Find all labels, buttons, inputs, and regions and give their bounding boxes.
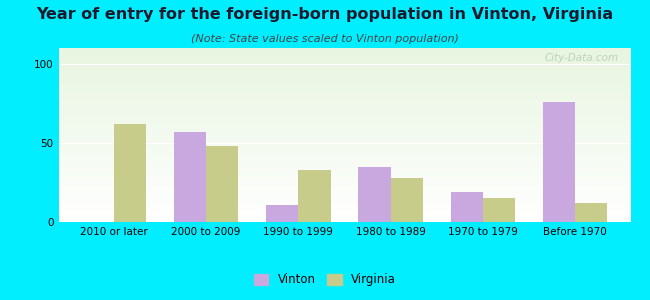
Legend: Vinton, Virginia: Vinton, Virginia (250, 269, 400, 291)
Bar (358, 167, 391, 222)
Bar (450, 192, 483, 222)
Text: City-Data.com: City-Data.com (545, 53, 619, 63)
Bar (575, 203, 608, 222)
Bar (114, 124, 146, 222)
Bar (543, 102, 575, 222)
Text: (Note: State values scaled to Vinton population): (Note: State values scaled to Vinton pop… (191, 34, 459, 44)
Bar (483, 198, 515, 222)
Bar (298, 170, 331, 222)
Bar (174, 132, 206, 222)
Bar (206, 146, 239, 222)
Bar (266, 205, 298, 222)
Text: Year of entry for the foreign-born population in Vinton, Virginia: Year of entry for the foreign-born popul… (36, 8, 614, 22)
Bar (391, 178, 423, 222)
